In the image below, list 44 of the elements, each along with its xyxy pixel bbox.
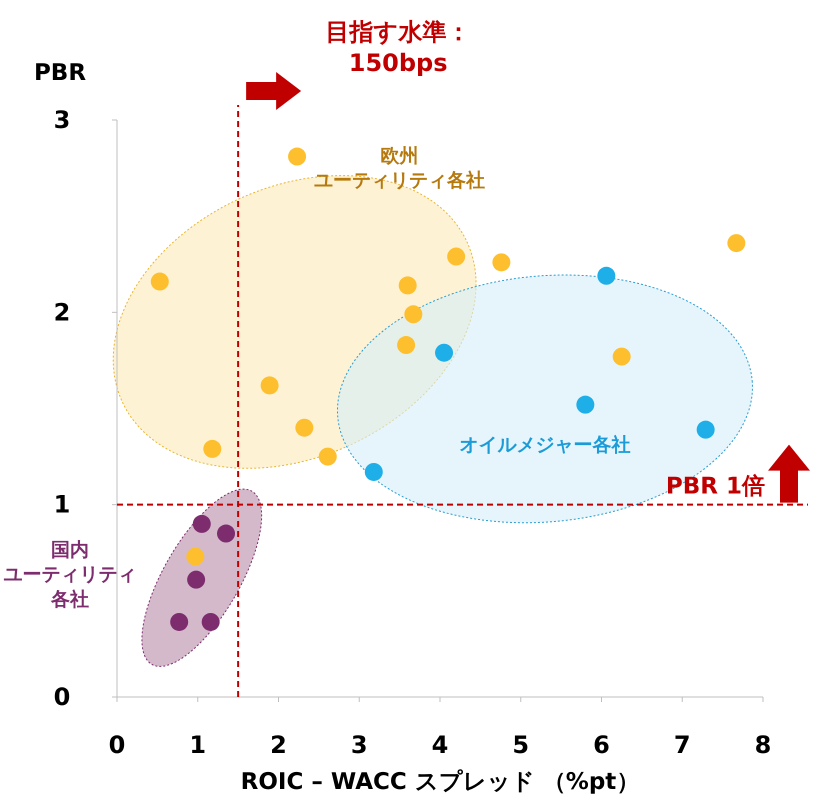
point — [260, 376, 279, 394]
point — [203, 440, 222, 458]
point — [435, 344, 454, 362]
point — [696, 420, 715, 439]
point — [170, 612, 188, 631]
x-tick-label: 3 — [350, 731, 368, 759]
y-tick-label: 0 — [54, 683, 70, 711]
y-tick-label: 2 — [54, 298, 70, 326]
point — [187, 570, 206, 589]
point — [288, 148, 306, 166]
x-tick-label: 2 — [270, 731, 287, 759]
point — [597, 266, 616, 285]
text: オイルメジャー各社 — [459, 434, 630, 456]
point — [217, 524, 236, 543]
point — [192, 514, 211, 533]
x-tick-label: 7 — [674, 731, 691, 759]
point — [492, 253, 510, 272]
point — [398, 276, 417, 294]
point — [397, 336, 416, 354]
point — [727, 234, 746, 252]
y-axis-title: PBR — [34, 60, 86, 86]
y-tick-label: 3 — [54, 106, 70, 134]
x-tick-label: 8 — [754, 731, 772, 759]
y-tick-label: 1 — [54, 490, 70, 519]
ref-line-label: PBR 1倍 — [666, 474, 765, 500]
x-tick-label: 1 — [189, 731, 206, 759]
point — [576, 396, 594, 414]
point — [404, 305, 422, 324]
x-tick-label: 5 — [512, 731, 530, 759]
x-tick-label: 6 — [593, 731, 610, 759]
point — [295, 418, 314, 437]
point — [318, 448, 337, 466]
point — [447, 248, 466, 266]
series-label: 国内ユーティリティ各社 — [4, 539, 136, 610]
x-tick-label: 0 — [108, 731, 126, 759]
point — [150, 272, 169, 291]
point — [202, 612, 220, 631]
point — [612, 348, 631, 366]
ref-line-label: 目指す水準：150bps — [326, 18, 471, 78]
series-label: 欧州ユーティリティ各社 — [314, 144, 486, 192]
point — [364, 462, 383, 481]
x-axis-title: ROIC – WACC スプレッド （%pt） — [240, 769, 640, 795]
x-tick-label: 4 — [432, 731, 448, 759]
point — [186, 548, 204, 566]
